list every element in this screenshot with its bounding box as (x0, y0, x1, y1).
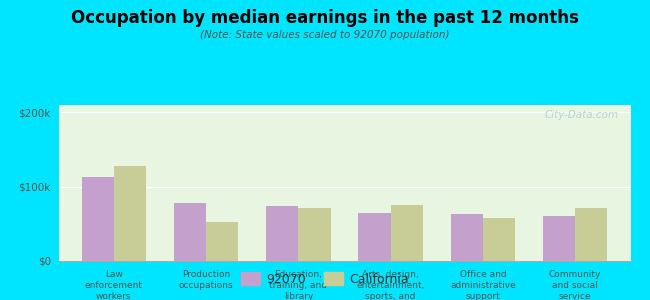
Bar (81, 177, 114, 261)
Bar (174, 203, 206, 261)
Bar (543, 216, 575, 261)
Bar (483, 218, 515, 261)
Bar (206, 222, 239, 261)
Text: Occupation by median earnings in the past 12 months: Occupation by median earnings in the pas… (71, 9, 579, 27)
Bar (450, 214, 483, 261)
Text: (Note: State values scaled to 92070 population): (Note: State values scaled to 92070 popu… (200, 30, 450, 40)
Bar (114, 166, 146, 261)
Bar (266, 206, 298, 261)
Bar (298, 208, 331, 261)
Text: City-Data.com: City-Data.com (545, 110, 619, 120)
Bar (391, 205, 423, 261)
Legend: 92070, California: 92070, California (236, 267, 414, 291)
Bar (358, 213, 391, 261)
Bar (575, 208, 608, 261)
